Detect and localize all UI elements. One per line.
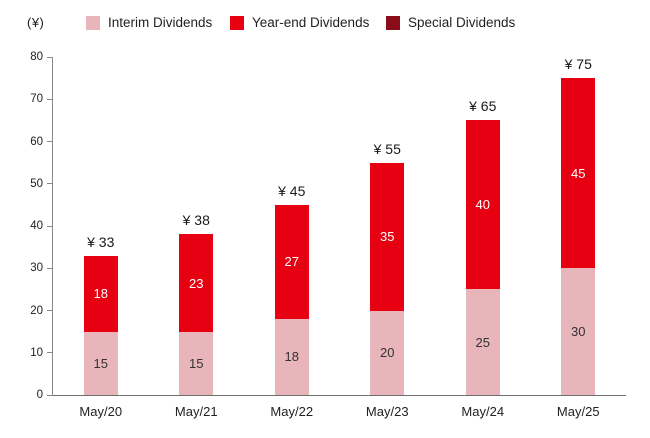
y-axis-tick — [47, 310, 53, 311]
y-axis-tick-label: 50 — [30, 177, 43, 190]
legend-swatch-special — [386, 15, 400, 30]
legend-item-yearend: Year-end Dividends — [230, 15, 369, 30]
bar-segment-yearend: 23 — [179, 234, 214, 332]
plot-area: 0 10 20 30 40 50 60 70 80 15 18 ¥ 33 May/20 15 23 ¥ 38 M… — [30, 51, 626, 419]
bar-segment-yearend: 27 — [274, 204, 309, 319]
legend-swatch-yearend — [230, 15, 244, 30]
y-axis-unit-label: (¥) — [27, 15, 45, 30]
x-axis-label: May/22 — [270, 404, 314, 419]
x-axis-label: May/20 — [79, 404, 123, 419]
y-axis-tick-label: 60 — [30, 135, 43, 148]
y-axis-tick-label: 80 — [30, 51, 43, 63]
y-axis-tick — [47, 56, 53, 58]
bar-segment-interim: 30 — [561, 268, 596, 395]
y-axis-tick-label: 40 — [30, 220, 43, 232]
legend-label: Interim Dividends — [108, 15, 213, 30]
y-axis-tick — [47, 183, 53, 185]
y-axis-tick-label: 30 — [30, 262, 43, 275]
x-axis-label: May/25 — [556, 404, 600, 419]
bar-segment-interim: 15 — [179, 331, 214, 395]
y-axis-tick — [47, 267, 53, 269]
y-axis-tick — [47, 352, 53, 354]
legend-swatch-interim — [86, 15, 100, 30]
bar-segment-yearend: 45 — [561, 78, 596, 269]
bar-total-label: ¥ 38 — [182, 212, 210, 229]
bar-segment-yearend: 40 — [465, 120, 500, 290]
bar-total-label: ¥ 75 — [564, 56, 592, 73]
x-axis-label: May/21 — [174, 404, 218, 419]
bar-total-label: ¥ 45 — [278, 182, 306, 199]
y-axis-tick — [47, 225, 53, 227]
x-axis-label: May/23 — [365, 404, 409, 419]
bar-segment-interim: 18 — [274, 318, 309, 395]
bar-segment-interim: 25 — [465, 289, 500, 395]
bar-total-label: ¥ 65 — [469, 98, 497, 115]
legend-item-special: Special Dividends — [386, 15, 515, 30]
bar-segment-yearend: 18 — [83, 255, 118, 332]
y-axis-tick — [47, 394, 53, 396]
y-axis-tick-label: 70 — [30, 93, 43, 106]
bar-segment-interim: 20 — [370, 310, 405, 395]
y-axis-tick-label: 10 — [30, 346, 43, 359]
y-axis-tick — [47, 141, 53, 142]
bar-total-label: ¥ 55 — [373, 140, 401, 157]
x-axis-label: May/24 — [461, 404, 505, 419]
y-axis-tick — [47, 98, 53, 100]
bar-segment-interim: 15 — [83, 331, 118, 395]
bar-segment-yearend: 35 — [370, 162, 405, 311]
legend-label: Special Dividends — [408, 15, 516, 30]
y-axis-tick-label: 20 — [30, 304, 43, 317]
bar-total-label: ¥ 33 — [87, 233, 115, 250]
legend-label: Year-end Dividends — [252, 15, 370, 30]
y-axis-tick-label: 0 — [36, 389, 43, 401]
legend-item-interim: Interim Dividends — [86, 15, 212, 30]
